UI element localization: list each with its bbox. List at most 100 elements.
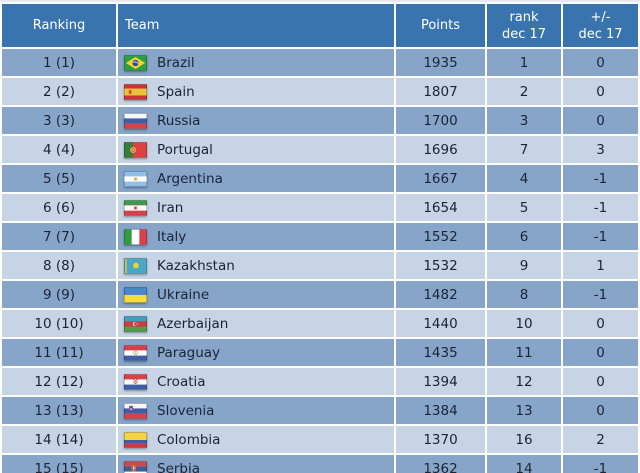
change-dec17-cell: -1 [563,194,638,221]
ranking-cell: 4 (4) [2,136,116,163]
ranking-cell: 8 (8) [2,252,116,279]
ranking-cell: 3 (3) [2,107,116,134]
team-name: Argentina [157,170,223,187]
table-body: 1 (1) Brazil 1935 1 0 2 (2) Spain 1807 2… [2,49,638,473]
team-name: Russia [157,112,201,129]
table-row: 12 (12) Croatia 1394 12 0 [2,368,638,395]
flag-icon-azerbaijan [124,315,147,332]
team-cell: Argentina [118,165,394,192]
team-name: Portugal [157,141,213,158]
table-row: 15 (15) Serbia 1362 14 -1 [2,455,638,473]
change-dec17-cell: 0 [563,397,638,424]
change-dec17-cell: 0 [563,107,638,134]
column-header: +/- dec 17 [563,4,638,47]
flag-icon-russia [124,112,147,129]
flag-icon-iran [124,199,147,216]
team-cell: Serbia [118,455,394,473]
header-row: Ranking Team Points rank dec 17 +/- dec 17 [2,4,638,47]
ranking-cell: 1 (1) [2,49,116,76]
team-name: Serbia [157,460,201,473]
ranking-cell: 2 (2) [2,78,116,105]
ranking-cell: 14 (14) [2,426,116,453]
ranking-cell: 13 (13) [2,397,116,424]
rank-dec17-cell: 10 [487,310,561,337]
column-header: Ranking [2,4,116,47]
change-dec17-cell: 0 [563,368,638,395]
team-name: Croatia [157,373,206,390]
team-cell: Spain [118,78,394,105]
points-cell: 1552 [396,223,485,250]
table-row: 6 (6) Iran 1654 5 -1 [2,194,638,221]
change-dec17-cell: 0 [563,310,638,337]
rank-dec17-cell: 8 [487,281,561,308]
points-cell: 1370 [396,426,485,453]
rank-dec17-cell: 11 [487,339,561,366]
ranking-cell: 7 (7) [2,223,116,250]
team-cell: Brazil [118,49,394,76]
team-cell: Iran [118,194,394,221]
flag-icon-serbia [124,460,147,473]
points-cell: 1362 [396,455,485,473]
team-cell: Ukraine [118,281,394,308]
points-cell: 1935 [396,49,485,76]
points-cell: 1435 [396,339,485,366]
ranking-cell: 11 (11) [2,339,116,366]
points-cell: 1654 [396,194,485,221]
rank-dec17-cell: 2 [487,78,561,105]
team-name: Kazakhstan [157,257,235,274]
rank-dec17-cell: 14 [487,455,561,473]
table-row: 7 (7) Italy 1552 6 -1 [2,223,638,250]
points-cell: 1696 [396,136,485,163]
points-cell: 1667 [396,165,485,192]
table-row: 13 (13) Slovenia 1384 13 0 [2,397,638,424]
flag-icon-slovenia [124,402,147,419]
ranking-cell: 9 (9) [2,281,116,308]
change-dec17-cell: -1 [563,223,638,250]
rank-dec17-cell: 12 [487,368,561,395]
table-row: 4 (4) Portugal 1696 7 3 [2,136,638,163]
rank-dec17-cell: 9 [487,252,561,279]
rank-dec17-cell: 16 [487,426,561,453]
column-header: Team [118,4,394,47]
team-name: Paraguay [157,344,221,361]
flag-icon-italy [124,228,147,245]
team-cell: Russia [118,107,394,134]
rank-dec17-cell: 5 [487,194,561,221]
change-dec17-cell: 3 [563,136,638,163]
flag-icon-paraguay [124,344,147,361]
rank-dec17-cell: 13 [487,397,561,424]
team-cell: Slovenia [118,397,394,424]
team-cell: Italy [118,223,394,250]
change-dec17-cell: 0 [563,49,638,76]
team-name: Spain [157,83,195,100]
flag-icon-argentina [124,170,147,187]
points-cell: 1807 [396,78,485,105]
flag-icon-brazil [124,54,147,71]
column-header: Points [396,4,485,47]
ranking-cell: 15 (15) [2,455,116,473]
points-cell: 1700 [396,107,485,134]
team-cell: Croatia [118,368,394,395]
rank-dec17-cell: 1 [487,49,561,76]
change-dec17-cell: 0 [563,339,638,366]
flag-icon-croatia [124,373,147,390]
flag-icon-portugal [124,141,147,158]
ranking-cell: 12 (12) [2,368,116,395]
column-header: rank dec 17 [487,4,561,47]
table-row: 1 (1) Brazil 1935 1 0 [2,49,638,76]
flag-icon-kazakhstan [124,257,147,274]
team-cell: Azerbaijan [118,310,394,337]
points-cell: 1482 [396,281,485,308]
change-dec17-cell: 1 [563,252,638,279]
team-cell: Kazakhstan [118,252,394,279]
change-dec17-cell: -1 [563,455,638,473]
points-cell: 1532 [396,252,485,279]
change-dec17-cell: 0 [563,78,638,105]
table-row: 8 (8) Kazakhstan 1532 9 1 [2,252,638,279]
flag-icon-ukraine [124,286,147,303]
table-row: 5 (5) Argentina 1667 4 -1 [2,165,638,192]
team-name: Azerbaijan [157,315,229,332]
flag-icon-spain [124,83,147,100]
points-cell: 1394 [396,368,485,395]
